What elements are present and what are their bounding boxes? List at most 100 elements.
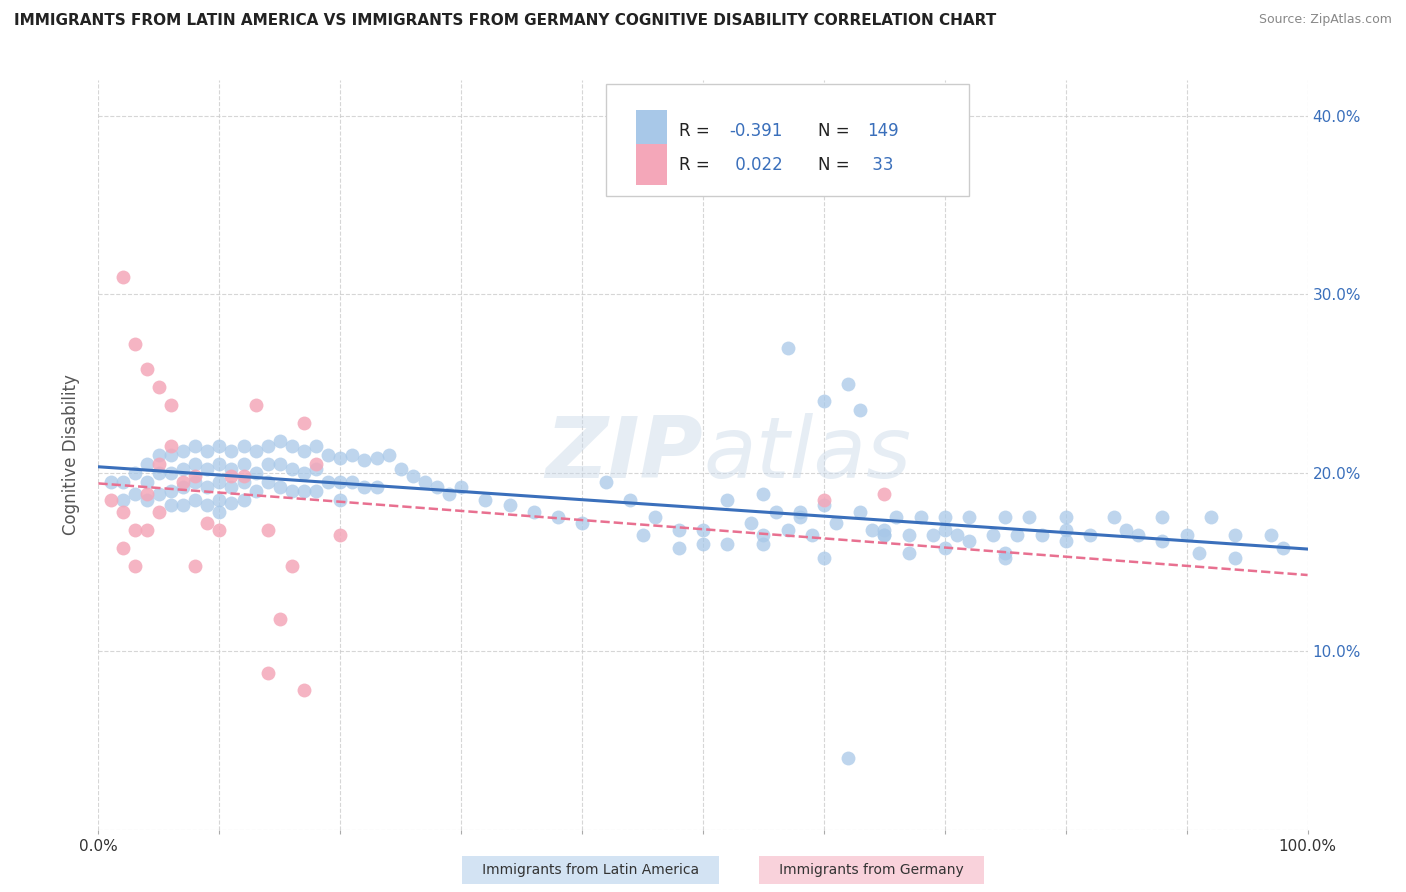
Point — [184, 558, 207, 573]
Point — [269, 457, 291, 471]
Point — [849, 403, 872, 417]
Point — [135, 457, 157, 471]
Point — [619, 492, 641, 507]
Point — [752, 528, 775, 542]
Point — [934, 541, 956, 555]
Point — [946, 528, 969, 542]
Point — [1054, 523, 1077, 537]
Point — [172, 498, 194, 512]
Point — [184, 492, 207, 507]
Point — [111, 475, 134, 489]
Text: Source: ZipAtlas.com: Source: ZipAtlas.com — [1258, 13, 1392, 27]
Point — [232, 475, 254, 489]
Point — [1260, 528, 1282, 542]
Point — [184, 457, 207, 471]
Point — [765, 505, 787, 519]
Point — [1054, 510, 1077, 524]
Point — [389, 462, 412, 476]
FancyBboxPatch shape — [606, 84, 969, 196]
Text: N =: N = — [818, 156, 855, 174]
Point — [269, 612, 291, 626]
Point — [752, 537, 775, 551]
Point — [184, 439, 207, 453]
Point — [1128, 528, 1150, 542]
Point — [221, 462, 243, 476]
Text: atlas: atlas — [703, 413, 911, 497]
Point — [256, 523, 278, 537]
Point — [208, 523, 231, 537]
Point — [269, 480, 291, 494]
Point — [269, 434, 291, 448]
Text: -0.391: -0.391 — [730, 122, 783, 140]
Point — [124, 558, 146, 573]
Point — [825, 516, 848, 530]
Point — [631, 528, 654, 542]
Point — [111, 269, 134, 284]
Point — [377, 448, 399, 462]
Point — [160, 398, 183, 412]
Point — [1152, 510, 1174, 524]
Point — [221, 469, 243, 483]
Point — [1152, 533, 1174, 548]
Point — [716, 492, 738, 507]
Point — [789, 510, 811, 524]
Point — [208, 505, 231, 519]
Point — [1115, 523, 1137, 537]
Point — [148, 466, 170, 480]
Point — [184, 469, 207, 483]
Point — [172, 475, 194, 489]
Point — [994, 546, 1017, 560]
Point — [789, 505, 811, 519]
Point — [776, 341, 799, 355]
Point — [1188, 546, 1211, 560]
Point — [195, 444, 218, 458]
Point — [124, 487, 146, 501]
Point — [124, 466, 146, 480]
Bar — [637, 111, 666, 152]
Point — [305, 483, 328, 498]
Point — [111, 541, 134, 555]
Point — [160, 498, 183, 512]
Point — [1007, 528, 1029, 542]
Point — [160, 439, 183, 453]
Point — [160, 466, 183, 480]
Point — [837, 376, 859, 391]
Point — [860, 523, 883, 537]
Point — [124, 523, 146, 537]
Point — [148, 380, 170, 394]
Point — [957, 533, 980, 548]
Point — [292, 483, 315, 498]
Point — [135, 523, 157, 537]
Point — [740, 516, 762, 530]
Point — [195, 516, 218, 530]
Point — [1102, 510, 1125, 524]
Point — [256, 439, 278, 453]
Point — [148, 487, 170, 501]
Point — [813, 394, 835, 409]
Point — [957, 510, 980, 524]
Point — [437, 487, 460, 501]
Point — [148, 448, 170, 462]
Point — [221, 444, 243, 458]
Point — [994, 551, 1017, 566]
Point — [281, 462, 304, 476]
Point — [292, 683, 315, 698]
Point — [994, 510, 1017, 524]
Point — [897, 528, 920, 542]
Point — [644, 510, 666, 524]
Point — [329, 528, 352, 542]
Point — [329, 492, 352, 507]
Point — [135, 475, 157, 489]
Point — [934, 510, 956, 524]
Point — [800, 528, 823, 542]
Point — [353, 453, 375, 467]
Point — [100, 492, 122, 507]
Point — [221, 496, 243, 510]
Point — [1031, 528, 1053, 542]
Point — [837, 751, 859, 765]
Point — [921, 528, 943, 542]
Point — [366, 451, 388, 466]
Text: 33: 33 — [868, 156, 894, 174]
Point — [595, 475, 617, 489]
Point — [329, 475, 352, 489]
